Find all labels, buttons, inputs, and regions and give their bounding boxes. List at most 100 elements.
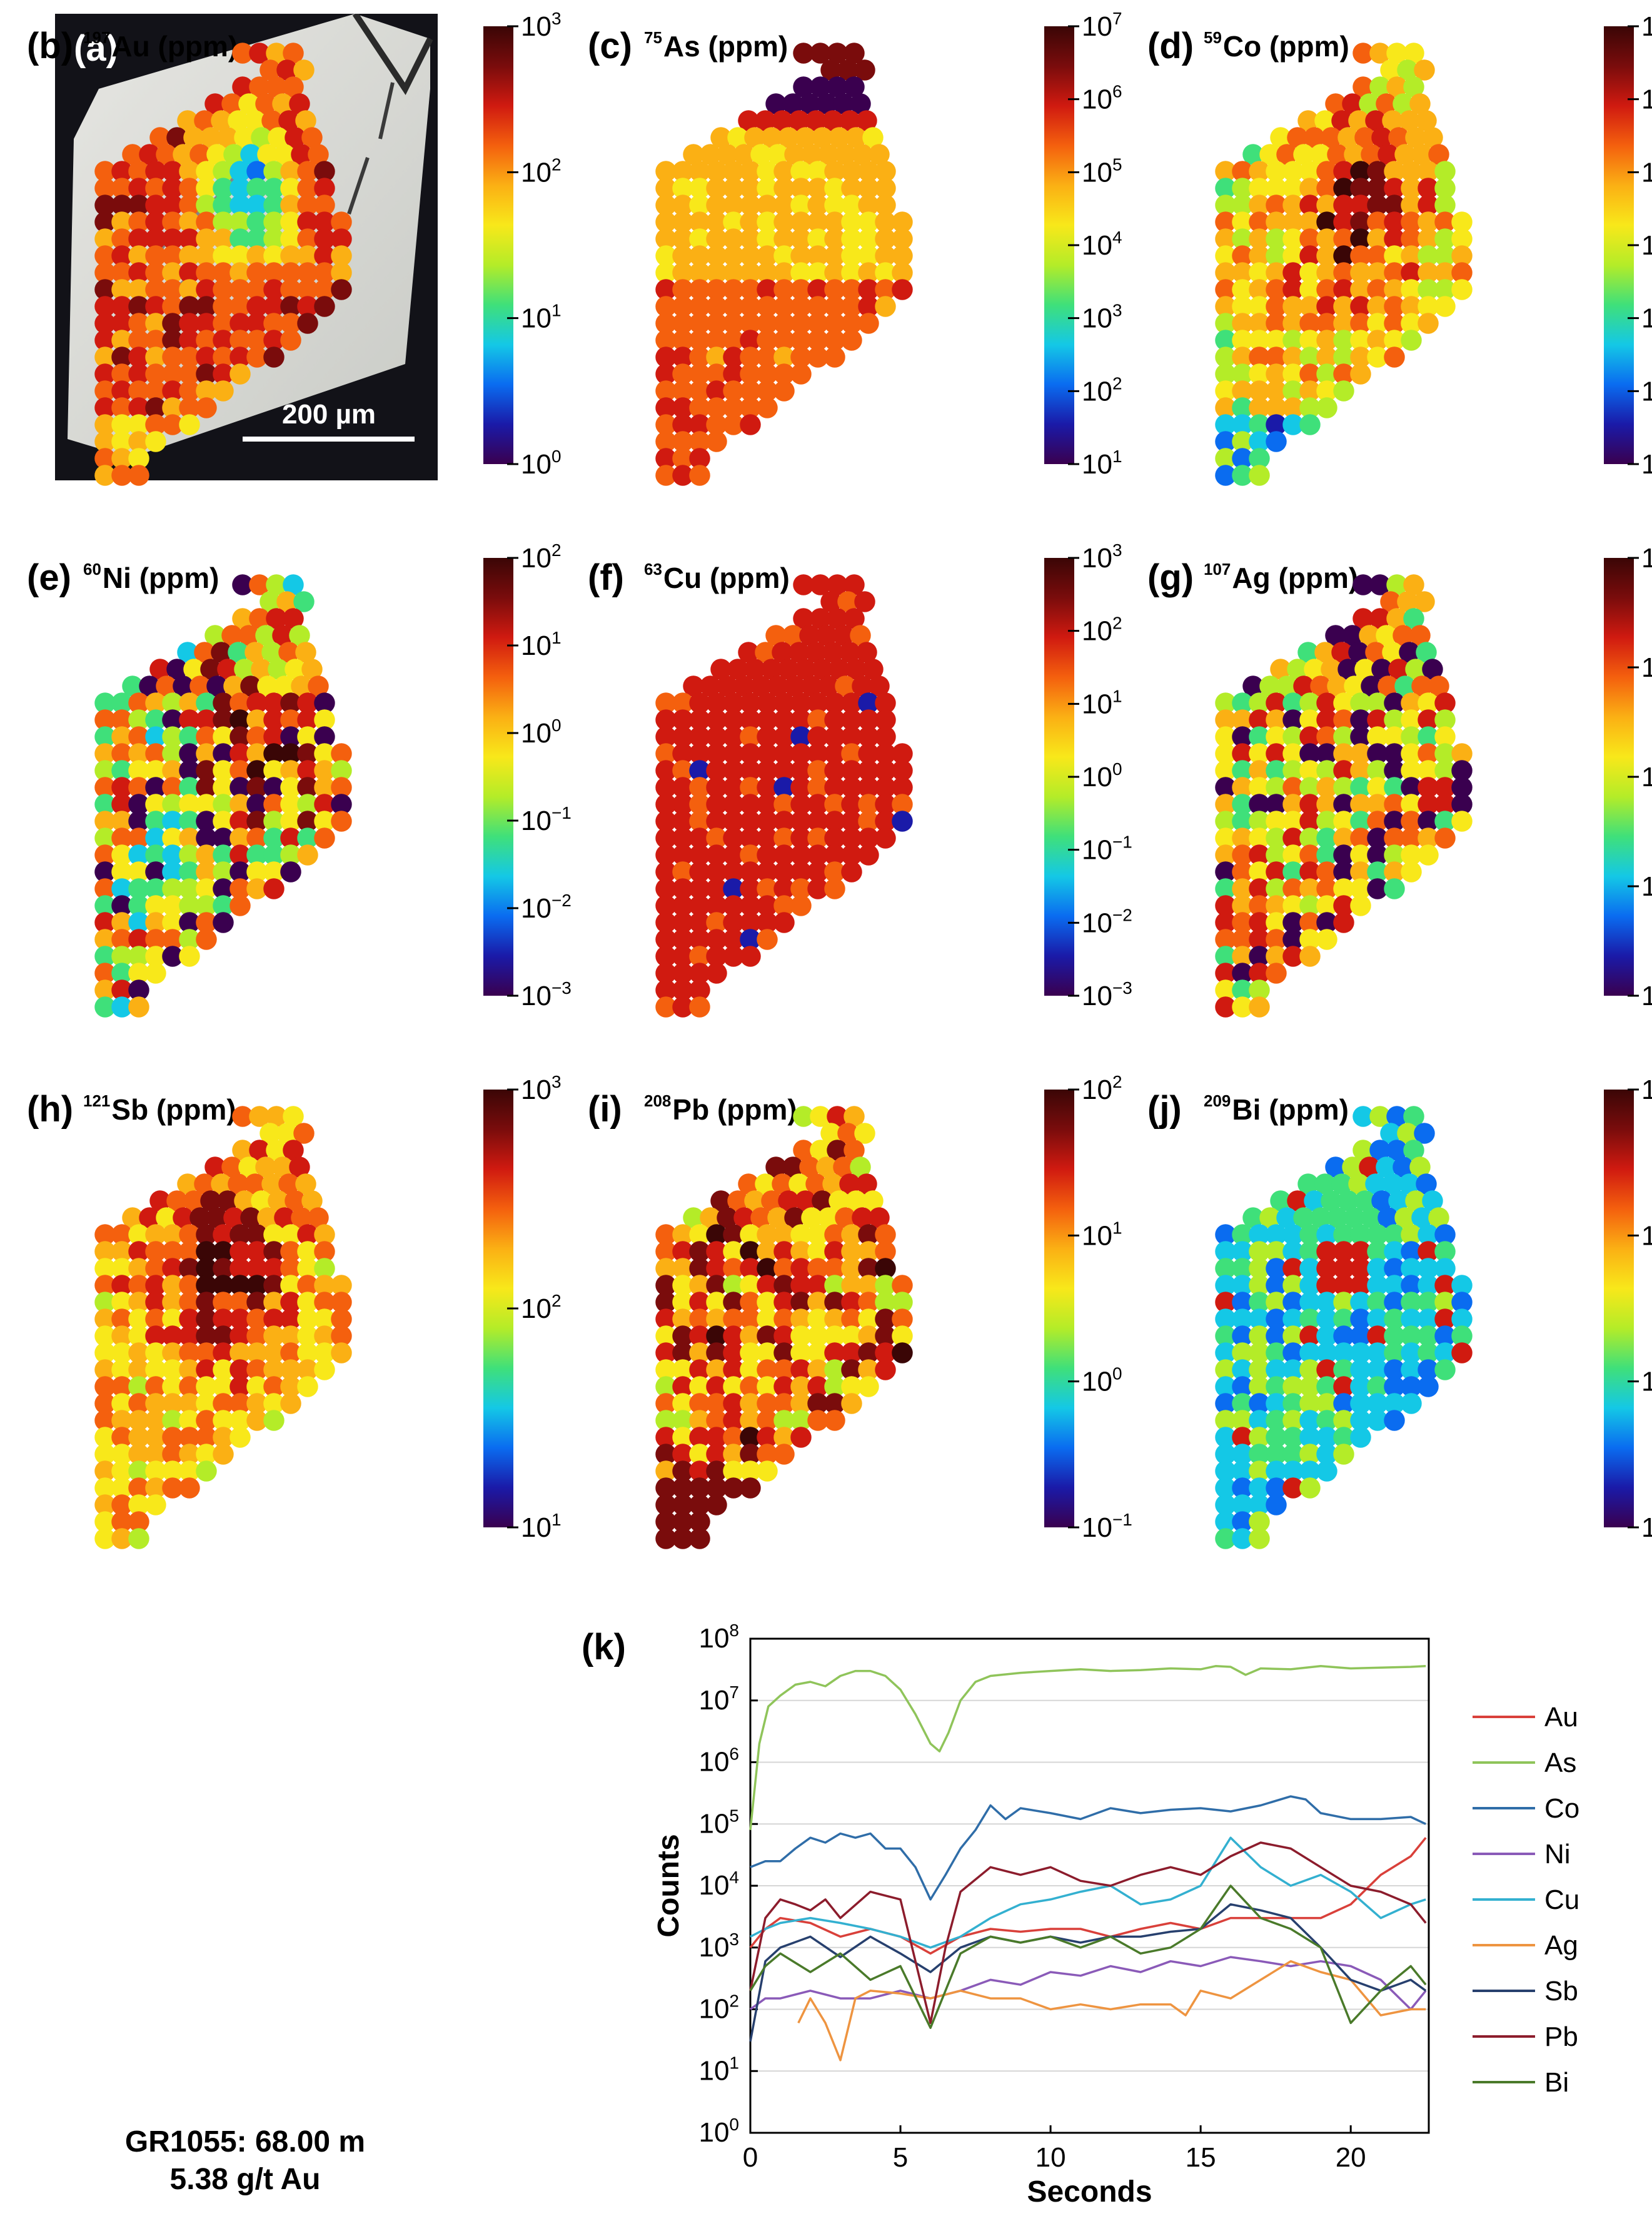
analysis-spot bbox=[1232, 1224, 1253, 1245]
colorbar-tick-label: 101 bbox=[1082, 447, 1122, 480]
analysis-spot bbox=[228, 1173, 249, 1195]
analysis-spot bbox=[1384, 743, 1405, 764]
analysis-spot bbox=[162, 1308, 183, 1330]
analysis-spot bbox=[841, 245, 862, 266]
analysis-spot bbox=[1401, 178, 1422, 199]
analysis-spot bbox=[314, 245, 335, 266]
analysis-spot bbox=[757, 1460, 778, 1482]
unit-label: (ppm) bbox=[1269, 1093, 1349, 1126]
analysis-spot bbox=[767, 1207, 788, 1228]
analysis-spot bbox=[773, 330, 795, 351]
analysis-spot bbox=[689, 895, 710, 916]
analysis-spot bbox=[229, 1376, 251, 1397]
analysis-spot bbox=[1249, 1511, 1270, 1532]
analysis-spot bbox=[1401, 760, 1422, 781]
analysis-spot bbox=[246, 228, 268, 250]
analysis-spot bbox=[1367, 1359, 1388, 1380]
analysis-spot bbox=[1378, 1207, 1399, 1228]
analysis-spot bbox=[196, 827, 217, 849]
analysis-spot bbox=[263, 161, 285, 182]
analysis-spot bbox=[655, 1308, 677, 1330]
colorbar-tick-label: 10−1 bbox=[1082, 832, 1132, 866]
analysis-spot bbox=[790, 1393, 812, 1414]
analysis-spot bbox=[790, 279, 812, 300]
analysis-spot bbox=[1333, 161, 1354, 182]
analysis-spot bbox=[689, 1460, 710, 1482]
analysis-spot bbox=[128, 794, 149, 815]
analysis-spot bbox=[1384, 228, 1405, 250]
analysis-spot bbox=[655, 228, 677, 250]
analysis-spot bbox=[740, 313, 761, 334]
analysis-spot bbox=[1232, 1393, 1253, 1414]
analysis-spot bbox=[723, 946, 744, 967]
analysis-spot bbox=[689, 195, 710, 216]
analysis-spot bbox=[1316, 1359, 1337, 1380]
analysis-spot bbox=[179, 161, 200, 182]
analysis-spot bbox=[1384, 844, 1405, 866]
analysis-spot bbox=[145, 1460, 166, 1482]
analysis-spot bbox=[297, 1292, 318, 1313]
analysis-spot bbox=[331, 211, 352, 233]
analysis-spot bbox=[672, 262, 693, 283]
analysis-spot bbox=[196, 861, 217, 883]
analysis-spot bbox=[824, 1342, 845, 1363]
analysis-spot bbox=[706, 912, 727, 933]
analysis-spot bbox=[1314, 1173, 1336, 1195]
analysis-spot bbox=[1299, 692, 1321, 714]
analysis-spot bbox=[1371, 1190, 1393, 1212]
analysis-spot bbox=[1282, 380, 1304, 402]
analysis-spot bbox=[1249, 448, 1270, 469]
analysis-spot bbox=[213, 811, 234, 832]
analysis-spot bbox=[1350, 1292, 1371, 1313]
analysis-spot bbox=[266, 574, 287, 595]
analysis-spot bbox=[672, 161, 693, 182]
analysis-spot bbox=[1418, 211, 1439, 233]
analysis-spot bbox=[1333, 380, 1354, 402]
analysis-spot bbox=[706, 363, 727, 385]
analysis-spot bbox=[706, 1393, 727, 1414]
analysis-spot bbox=[94, 979, 116, 1001]
analysis-spot bbox=[723, 1359, 744, 1380]
analysis-spot bbox=[1249, 1444, 1270, 1465]
analysis-spot bbox=[179, 330, 200, 351]
analysis-spot bbox=[1299, 1224, 1321, 1245]
analysis-spot bbox=[272, 625, 293, 646]
legend-label-bi: Bi bbox=[1544, 2067, 1569, 2098]
analysis-spot bbox=[858, 262, 879, 283]
analysis-spot bbox=[331, 1325, 352, 1347]
analysis-spot bbox=[1403, 43, 1424, 64]
analysis-spot bbox=[274, 1207, 295, 1228]
analysis-spot bbox=[824, 827, 845, 849]
analysis-spot bbox=[723, 262, 744, 283]
analysis-spot bbox=[1359, 625, 1380, 646]
analysis-spot bbox=[1333, 777, 1354, 798]
analysis-spot bbox=[740, 861, 761, 883]
analysis-spot bbox=[1249, 296, 1270, 317]
analysis-spot bbox=[672, 844, 693, 866]
analysis-spot bbox=[1316, 1292, 1337, 1313]
analysis-spot bbox=[1299, 414, 1321, 435]
analysis-spot bbox=[1215, 397, 1236, 418]
analysis-spot bbox=[655, 245, 677, 266]
analysis-spot bbox=[892, 811, 913, 832]
analysis-spot bbox=[1266, 743, 1287, 764]
analysis-spot bbox=[257, 144, 278, 165]
analysis-spot bbox=[111, 929, 133, 950]
analysis-spot bbox=[1428, 144, 1449, 165]
analysis-spot bbox=[1418, 794, 1439, 815]
analysis-spot bbox=[773, 1325, 795, 1347]
analysis-spot bbox=[145, 1224, 166, 1245]
analysis-spot bbox=[841, 313, 862, 334]
analysis-spot bbox=[246, 1308, 268, 1330]
analysis-spot bbox=[111, 330, 133, 351]
isotope-mass: 209 bbox=[1204, 1091, 1231, 1110]
analysis-spot bbox=[1403, 1106, 1424, 1127]
analysis-spot bbox=[1266, 1325, 1287, 1347]
analysis-spot bbox=[162, 726, 183, 747]
analysis-spot bbox=[1299, 1410, 1321, 1431]
analysis-spot bbox=[1451, 1308, 1473, 1330]
analysis-spot bbox=[94, 1444, 116, 1465]
analysis-spot bbox=[1333, 262, 1354, 283]
analysis-spot bbox=[145, 844, 166, 866]
